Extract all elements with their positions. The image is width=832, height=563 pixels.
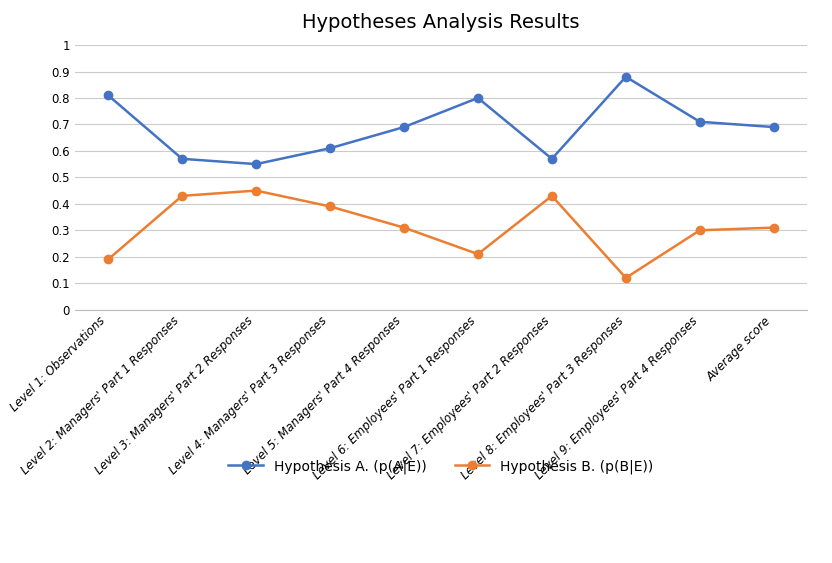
Hypothesis B. (p(B|E)) <box>695 227 705 234</box>
Hypothesis B. (p(B|E)) <box>399 224 409 231</box>
Hypothesis A. (p(A|E)) <box>547 155 557 162</box>
Hypothesis A. (p(A|E)) <box>251 161 261 168</box>
Title: Hypotheses Analysis Results: Hypotheses Analysis Results <box>302 14 580 33</box>
Hypothesis A. (p(A|E)) <box>769 124 779 131</box>
Hypothesis A. (p(A|E)) <box>325 145 335 151</box>
Hypothesis B. (p(B|E)) <box>177 193 187 199</box>
Line: Hypothesis B. (p(B|E)): Hypothesis B. (p(B|E)) <box>104 186 778 282</box>
Hypothesis B. (p(B|E)) <box>547 193 557 199</box>
Hypothesis B. (p(B|E)) <box>251 187 261 194</box>
Hypothesis B. (p(B|E)) <box>621 275 631 282</box>
Hypothesis A. (p(A|E)) <box>177 155 187 162</box>
Hypothesis A. (p(A|E)) <box>473 95 483 101</box>
Line: Hypothesis A. (p(A|E)): Hypothesis A. (p(A|E)) <box>104 73 778 168</box>
Hypothesis A. (p(A|E)) <box>399 124 409 131</box>
Hypothesis B. (p(B|E)) <box>769 224 779 231</box>
Hypothesis A. (p(A|E)) <box>621 73 631 80</box>
Hypothesis B. (p(B|E)) <box>473 251 483 257</box>
Legend: Hypothesis A. (p(A|E)), Hypothesis B. (p(B|E)): Hypothesis A. (p(A|E)), Hypothesis B. (p… <box>223 454 659 480</box>
Hypothesis A. (p(A|E)) <box>695 118 705 125</box>
Hypothesis B. (p(B|E)) <box>103 256 113 263</box>
Hypothesis B. (p(B|E)) <box>325 203 335 210</box>
Hypothesis A. (p(A|E)) <box>103 92 113 99</box>
